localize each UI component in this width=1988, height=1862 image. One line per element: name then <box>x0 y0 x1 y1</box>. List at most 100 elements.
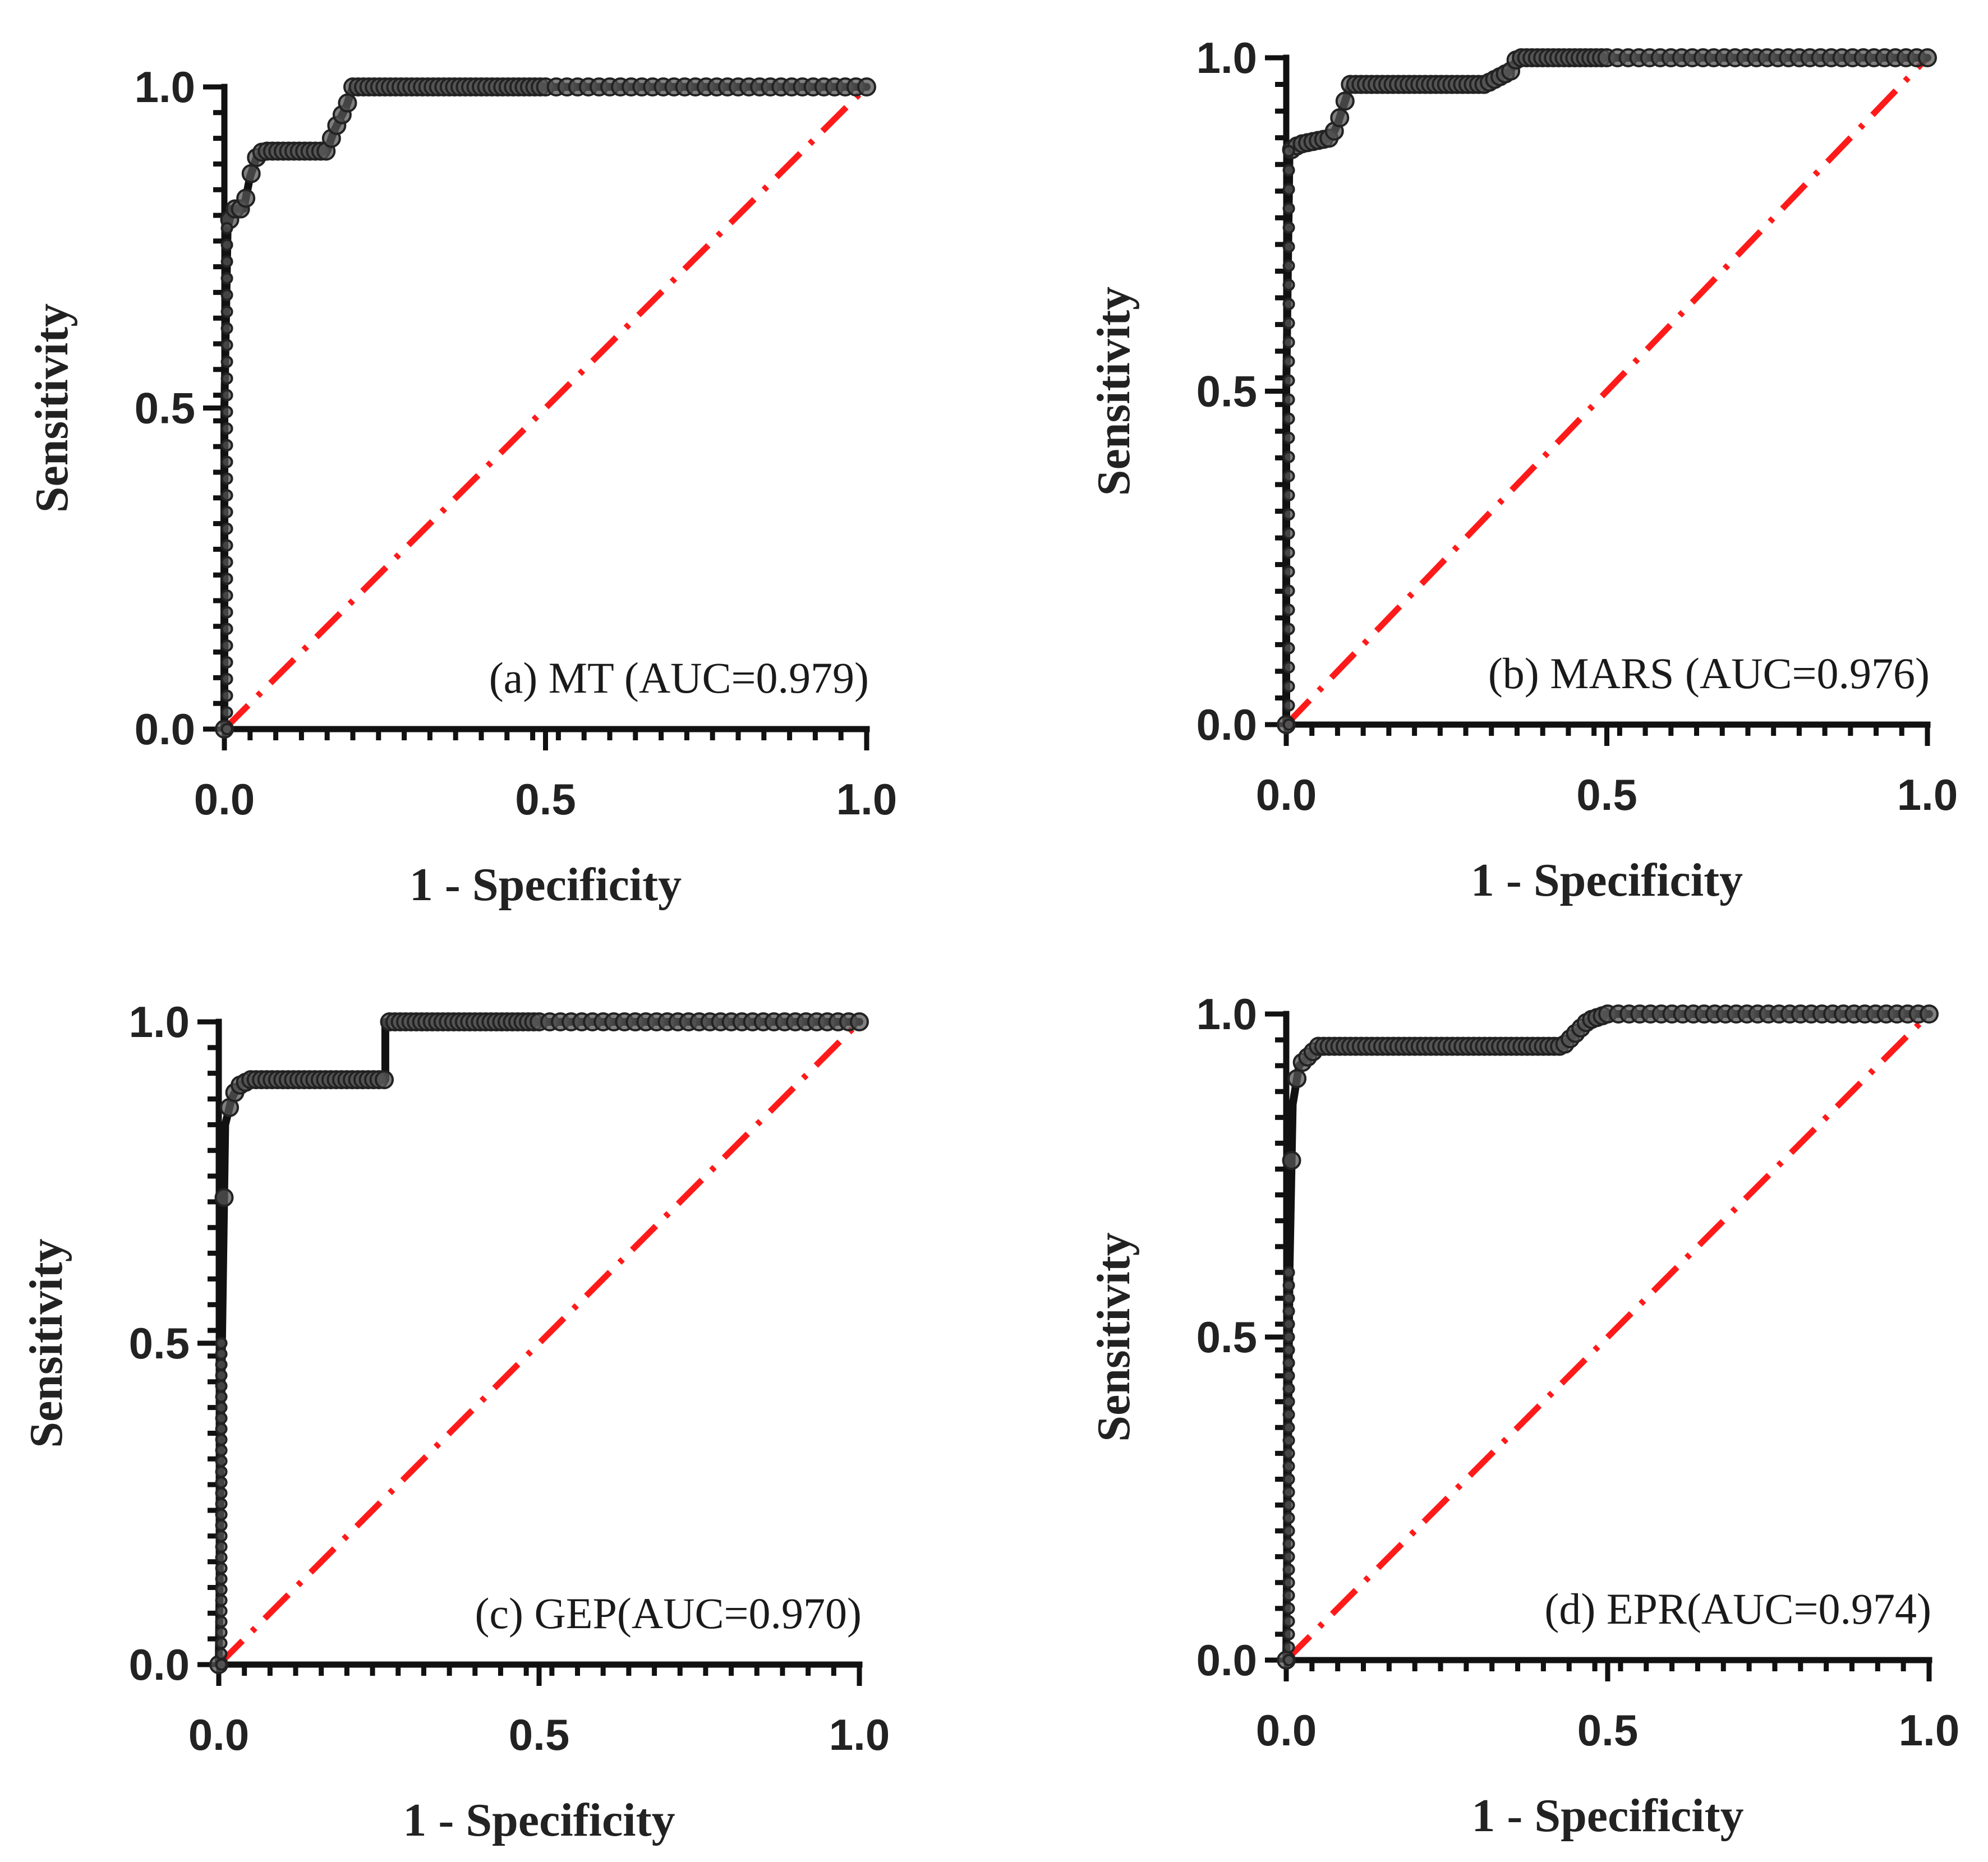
roc-point <box>1282 221 1295 234</box>
roc-point <box>1282 1421 1295 1434</box>
roc-point <box>1282 527 1295 540</box>
roc-point <box>220 305 233 318</box>
roc-point <box>220 556 233 569</box>
roc-point <box>220 339 233 352</box>
roc-point <box>1282 298 1295 311</box>
roc-point <box>220 489 233 502</box>
roc-point <box>1287 1069 1307 1089</box>
roc-point <box>220 472 233 485</box>
roc-point <box>1282 1615 1295 1628</box>
x-tick-label: 1.0 <box>1897 770 1958 819</box>
roc-point <box>215 1583 228 1596</box>
roc-point <box>1282 145 1295 158</box>
roc-point <box>220 389 233 402</box>
roc-point <box>220 422 233 435</box>
roc-point <box>215 1465 228 1478</box>
roc-point <box>1282 1537 1295 1550</box>
roc-point <box>241 164 261 183</box>
panel-a: 0.0 0.5 1.0 0.0 0.5 1.0 1 - Specificity Sensiti… <box>26 62 897 911</box>
reference-diagonal-line <box>217 1020 862 1667</box>
roc-point <box>1282 1499 1295 1511</box>
roc-point <box>220 356 233 368</box>
roc-point <box>1282 488 1295 501</box>
roc-point <box>1282 1266 1295 1279</box>
x-tick-label: 1.0 <box>836 775 897 824</box>
roc-point <box>215 1626 228 1639</box>
roc-point <box>215 1497 228 1510</box>
roc-point <box>1282 661 1295 674</box>
roc-point <box>220 272 233 285</box>
panel-b: 0.0 0.5 1.0 0.0 0.5 1.0 1 - Specificity Sensiti… <box>1088 33 1958 906</box>
roc-point <box>215 1433 228 1446</box>
y-tick-label: 0.5 <box>135 384 195 433</box>
roc-point <box>1282 1305 1295 1317</box>
roc-point <box>1282 469 1295 482</box>
x-tick-label: 0.0 <box>194 775 255 824</box>
y-axis-title: Sensitivity <box>1088 1232 1140 1441</box>
roc-point <box>215 1658 228 1671</box>
roc-point <box>1282 1408 1295 1421</box>
roc-point <box>1282 699 1295 712</box>
roc-point <box>220 405 233 418</box>
roc-point <box>1282 1576 1295 1589</box>
roc-point <box>220 455 233 468</box>
auc-annotation: (a) MT (AUC=0.979) <box>489 653 869 702</box>
panel-d: 0.0 0.5 1.0 0.0 0.5 1.0 1 - Specificity Sensiti… <box>1088 989 1959 1842</box>
panel-c: 0.0 0.5 1.0 0.0 0.5 1.0 1 - Specificity Sensiti… <box>20 997 890 1846</box>
y-tick-label: 0.0 <box>135 704 195 754</box>
y-tick-label: 1.0 <box>1197 33 1257 82</box>
roc-point <box>220 639 233 652</box>
roc-point <box>1282 431 1295 444</box>
x-axis-title: 1 - Specificity <box>403 1794 675 1846</box>
roc-point <box>1282 1370 1295 1382</box>
roc-point <box>1282 1292 1295 1305</box>
roc-point <box>1282 1434 1295 1447</box>
roc-point <box>215 1348 228 1361</box>
roc-point <box>1282 450 1295 463</box>
roc-point <box>1282 1395 1295 1408</box>
roc-point <box>1282 718 1295 731</box>
roc-point <box>220 539 233 552</box>
x-tick-label: 0.5 <box>1576 770 1637 819</box>
auc-annotation: (b) MARS (AUC=0.976) <box>1488 649 1930 698</box>
roc-point <box>215 1551 228 1564</box>
roc-point <box>1282 1460 1295 1473</box>
roc-point <box>1282 1382 1295 1395</box>
y-axis-title: Sensitivity <box>26 303 78 513</box>
y-tick-label: 0.5 <box>1197 1312 1257 1362</box>
roc-point <box>1282 1550 1295 1563</box>
roc-point <box>375 1070 394 1090</box>
roc-point <box>1282 259 1295 272</box>
roc-point <box>1282 1511 1295 1524</box>
roc-point <box>220 573 233 586</box>
roc-point <box>1282 279 1295 292</box>
roc-point <box>215 1562 228 1575</box>
x-axis-title: 1 - Specificity <box>1471 1790 1743 1842</box>
roc-point <box>215 1605 228 1617</box>
roc-point <box>215 1573 228 1586</box>
roc-point <box>1282 1654 1295 1666</box>
roc-point <box>1282 374 1295 387</box>
roc-point <box>220 222 233 234</box>
x-axis-title: 1 - Specificity <box>409 859 682 911</box>
roc-point <box>215 1476 228 1489</box>
roc-markers <box>215 77 876 739</box>
y-tick-label: 1.0 <box>135 62 195 112</box>
y-axis-title: Sensitivity <box>20 1238 72 1448</box>
roc-point <box>220 623 233 635</box>
roc-point <box>1282 1447 1295 1460</box>
roc-point <box>1282 183 1295 196</box>
roc-point <box>1282 1317 1295 1330</box>
roc-point <box>220 689 233 702</box>
reference-diagonal-line <box>1284 56 1930 727</box>
roc-point <box>220 255 233 268</box>
x-axis-title: 1 - Specificity <box>1471 854 1743 906</box>
roc-point <box>1282 508 1295 521</box>
roc-point <box>220 439 233 451</box>
roc-point <box>1282 317 1295 330</box>
roc-point <box>1282 1589 1295 1602</box>
roc-point <box>220 589 233 602</box>
roc-point <box>215 1540 228 1553</box>
roc-point <box>220 322 233 335</box>
